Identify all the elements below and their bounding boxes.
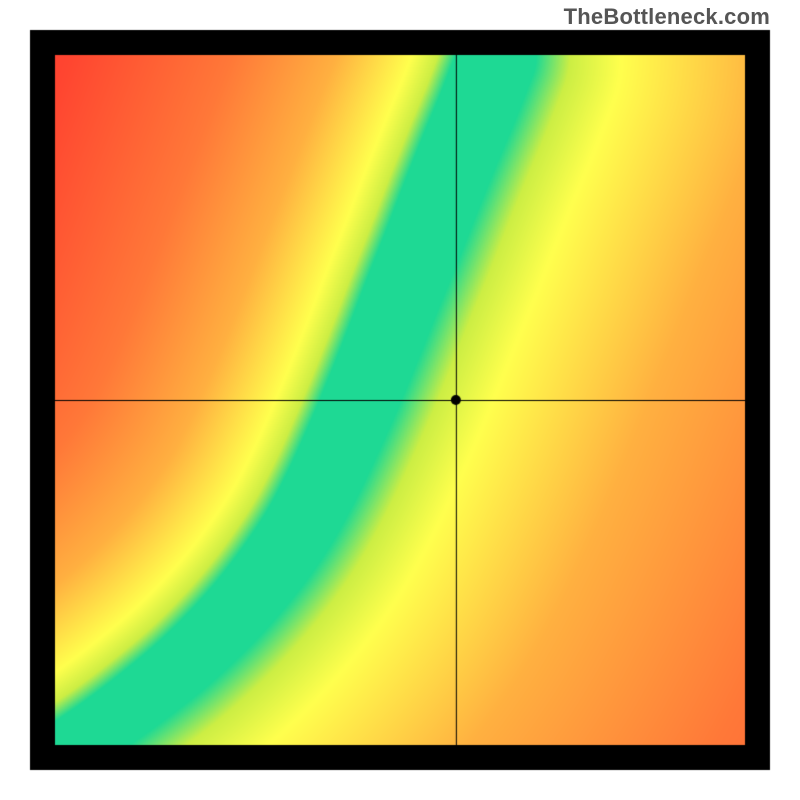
watermark-text: TheBottleneck.com (564, 4, 770, 30)
heatmap-canvas (0, 0, 800, 800)
chart-container: TheBottleneck.com (0, 0, 800, 800)
